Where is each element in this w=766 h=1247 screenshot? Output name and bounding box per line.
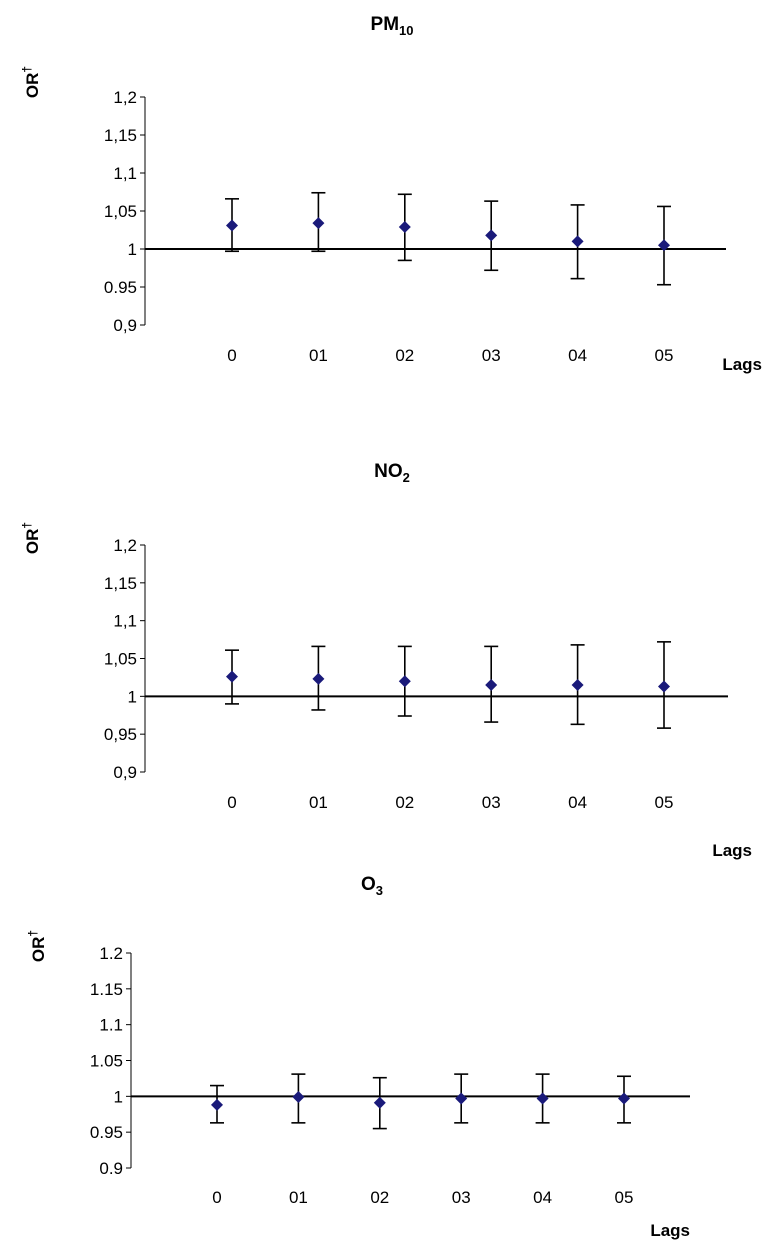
y-tick-label: 0.95 — [90, 1123, 123, 1142]
chart-title: PM10 — [371, 14, 414, 38]
x-tick-label: 03 — [482, 346, 501, 365]
y-tick-label: 1,1 — [113, 164, 137, 183]
data-point — [536, 1092, 549, 1105]
data-point — [398, 675, 411, 688]
data-point — [571, 235, 584, 248]
y-tick-label: 0,95 — [104, 725, 137, 744]
y-axis-label: OR† — [26, 930, 48, 962]
data-point — [292, 1091, 305, 1104]
data-point — [571, 678, 584, 691]
chart-title: O3 — [361, 874, 383, 898]
data-point — [485, 229, 498, 242]
y-tick-label: 1 — [128, 687, 137, 706]
x-tick-label: 05 — [655, 793, 674, 812]
x-tick-label: 0 — [227, 793, 236, 812]
y-tick-label: 1,05 — [104, 202, 137, 221]
x-tick-label: 01 — [289, 1188, 308, 1207]
data-point — [373, 1096, 386, 1109]
x-tick-label: 05 — [655, 346, 674, 365]
y-tick-label: 1 — [128, 240, 137, 259]
y-axis-label: OR† — [20, 66, 42, 98]
x-tick-label: 01 — [309, 793, 328, 812]
data-point — [398, 220, 411, 233]
y-tick-label: 1.05 — [90, 1052, 123, 1071]
data-point — [658, 239, 670, 252]
x-axis-label: Lags — [722, 355, 762, 374]
chart-panel-o3: O3 OR† Lags 0.9 0.95 1 1.05 1.1 1.15 1.2 0 01 02 0… — [26, 874, 690, 1240]
data-point — [226, 219, 238, 232]
y-tick-label: 0.9 — [99, 1159, 123, 1178]
data-point — [485, 678, 498, 691]
x-tick-label: 04 — [568, 346, 587, 365]
data-point — [226, 670, 238, 683]
x-tick-label: 0 — [212, 1188, 221, 1207]
y-tick-label: 1,2 — [113, 88, 137, 107]
x-tick-label: 03 — [452, 1188, 471, 1207]
x-tick-label: 04 — [568, 793, 587, 812]
y-tick-label: 0.95 — [104, 278, 137, 297]
y-tick-label: 1,15 — [104, 574, 137, 593]
chart-panel-pm10: PM10 OR† Lags 0,9 0.95 1 1,05 1,1 1,15 1,2 0 01 0… — [20, 14, 762, 374]
chart-panel-no2: NO2 OR† Lags 0,9 0,95 1 1,05 1,1 1,15 1,2 0 01 02… — [20, 461, 752, 860]
y-tick-label: 1,1 — [113, 612, 137, 631]
x-axis-label: Lags — [712, 841, 752, 860]
x-tick-label: 02 — [370, 1188, 389, 1207]
x-tick-label: 02 — [395, 793, 414, 812]
y-axis-label: OR† — [20, 522, 42, 554]
data-point — [455, 1092, 468, 1105]
data-point — [618, 1092, 630, 1105]
data-point — [312, 217, 325, 230]
x-tick-label: 0 — [227, 346, 236, 365]
y-tick-label: 1.15 — [90, 980, 123, 999]
x-axis-label: Lags — [650, 1221, 690, 1240]
data-point — [312, 672, 325, 685]
y-tick-label: 1,2 — [113, 536, 137, 555]
y-tick-label: 0,9 — [113, 316, 137, 335]
x-tick-label: 05 — [615, 1188, 634, 1207]
y-tick-label: 1,05 — [104, 650, 137, 669]
chart-title: NO2 — [374, 461, 410, 485]
y-tick-label: 0,9 — [113, 763, 137, 782]
y-tick-label: 1,15 — [104, 126, 137, 145]
y-tick-label: 1 — [114, 1087, 123, 1106]
x-tick-label: 01 — [309, 346, 328, 365]
x-tick-label: 03 — [482, 793, 501, 812]
x-tick-label: 04 — [533, 1188, 552, 1207]
x-tick-label: 02 — [395, 346, 414, 365]
data-point — [658, 680, 670, 693]
y-tick-label: 1.1 — [99, 1016, 123, 1035]
y-tick-label: 1.2 — [99, 944, 123, 963]
data-point — [211, 1098, 223, 1111]
